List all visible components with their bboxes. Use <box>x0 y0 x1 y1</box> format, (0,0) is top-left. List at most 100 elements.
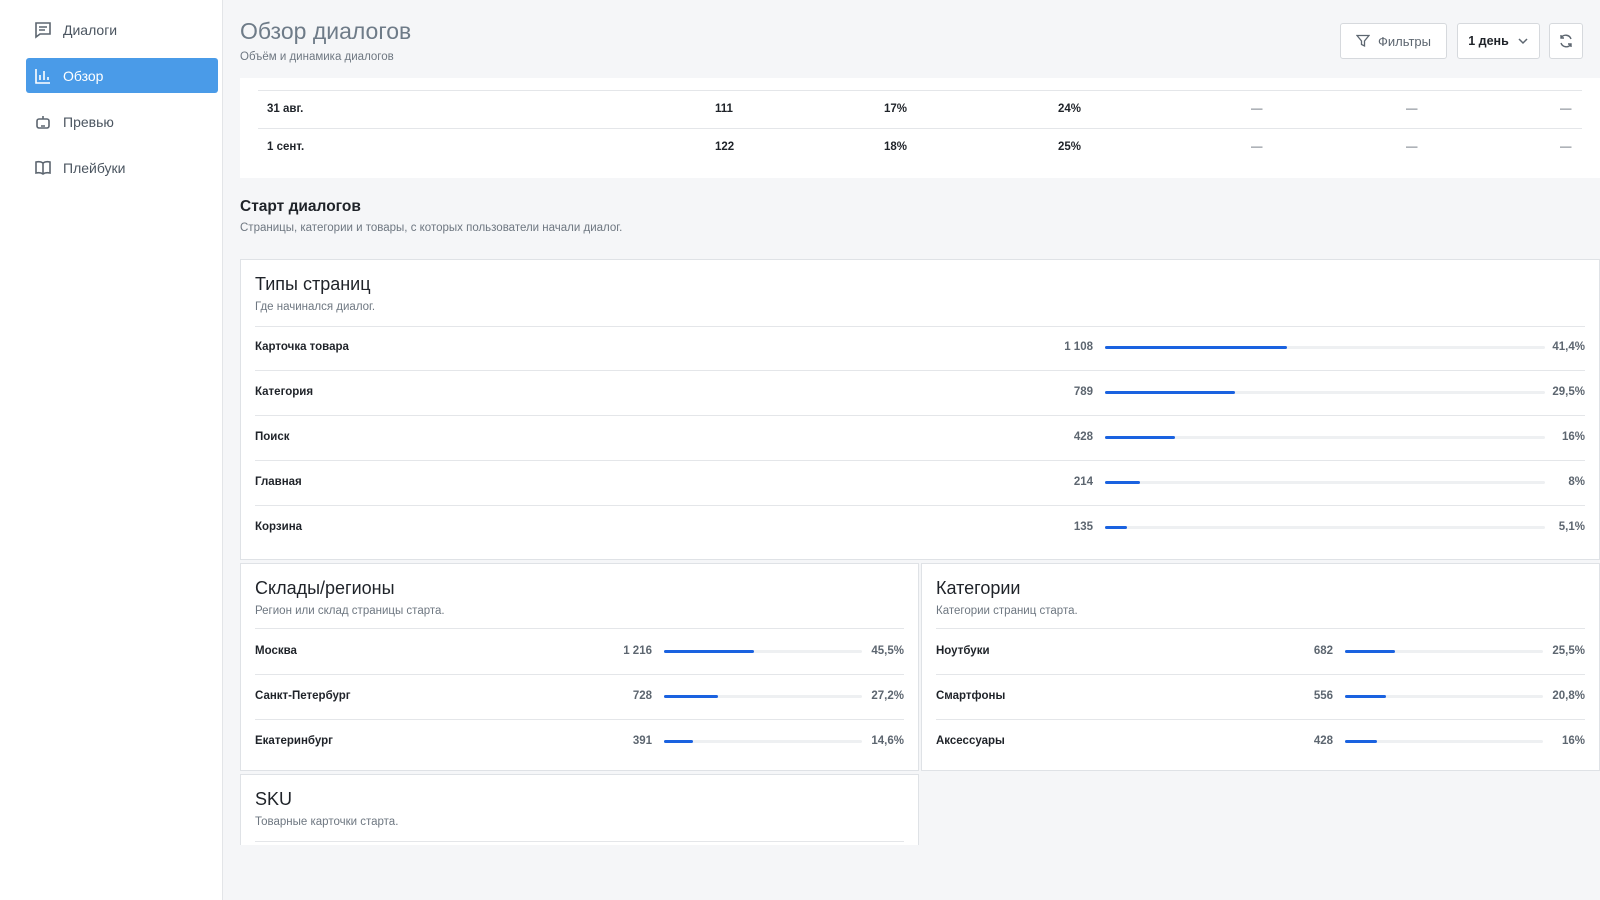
table-cell: 31 авг. <box>267 103 304 115</box>
card-subtitle: Категории страниц старта. <box>936 605 1078 617</box>
progress-fill <box>1105 436 1175 439</box>
sidebar-item-overview[interactable]: Обзор <box>26 58 218 93</box>
list-item: Екатеринбург 391 14,6% <box>255 720 904 765</box>
list-item: Корзина 135 5,1% <box>255 506 1585 551</box>
sidebar-item-dialogs[interactable]: Диалоги <box>26 12 218 47</box>
section-subtitle: Страницы, категории и товары, с которых … <box>240 222 623 234</box>
list-item: Поиск 428 16% <box>255 416 1585 461</box>
page-title: Обзор диалогов <box>240 18 412 44</box>
progress-fill <box>1105 481 1140 484</box>
page-types-card: Типы страниц Где начинался диалог. Карто… <box>240 259 1600 560</box>
progress-fill <box>664 740 693 743</box>
table-cell: 25% <box>1058 141 1082 153</box>
item-percent: 16% <box>1561 735 1585 747</box>
table-cell: 111 <box>715 103 733 115</box>
item-percent: 20,8% <box>1552 690 1585 702</box>
item-percent: 29,5% <box>1552 386 1585 398</box>
item-count: 556 <box>1313 690 1333 702</box>
table-row: 1 сент. 122 18% 25% — — — <box>258 128 1582 166</box>
card-subtitle: Регион или склад страницы старта. <box>255 605 445 617</box>
divider <box>936 628 1585 629</box>
table-cell: — <box>1251 103 1263 115</box>
filters-button-label: Фильтры <box>1377 33 1431 49</box>
item-percent: 25,5% <box>1552 645 1585 657</box>
table-cell: 24% <box>1058 103 1082 115</box>
table-cell: — <box>1251 141 1263 153</box>
item-percent: 16% <box>1561 431 1585 443</box>
table-cell: 18% <box>884 141 908 153</box>
item-count: 135 <box>1073 521 1093 533</box>
progress-track <box>1105 526 1545 529</box>
item-count: 789 <box>1073 386 1093 398</box>
list-item: Категория 789 29,5% <box>255 371 1585 416</box>
refresh-icon <box>1560 34 1572 48</box>
item-count: 428 <box>1313 735 1333 747</box>
list-item: Карточка товара 1 108 41,4% <box>255 326 1585 371</box>
divider <box>255 841 904 842</box>
item-count: 428 <box>1073 431 1093 443</box>
sidebar: Диалоги Обзор Превью Плейбуки <box>0 0 223 900</box>
item-label: Аксессуары <box>936 735 1005 747</box>
item-count: 391 <box>632 735 652 747</box>
progress-track <box>664 695 862 698</box>
item-label: Москва <box>255 645 297 657</box>
item-count: 728 <box>632 690 652 702</box>
card-title: SKU <box>255 789 293 809</box>
bot-icon <box>33 112 53 132</box>
table-cell: 1 сент. <box>267 141 305 153</box>
progress-track <box>664 650 862 653</box>
refresh-button[interactable] <box>1549 23 1583 59</box>
table-cell: 122 <box>715 141 735 153</box>
progress-fill <box>1105 346 1287 349</box>
table-cell: — <box>1406 141 1418 153</box>
item-label: Главная <box>255 476 302 488</box>
chevron-down-icon <box>1518 38 1528 45</box>
sidebar-item-playbooks[interactable]: Плейбуки <box>26 150 218 185</box>
period-select-value: 1 день <box>1468 34 1509 48</box>
sidebar-item-label: Обзор <box>63 67 104 84</box>
card-subtitle: Товарные карточки старта. <box>255 816 399 828</box>
list-item: Москва 1 216 45,5% <box>255 630 904 675</box>
progress-fill <box>1105 391 1235 394</box>
item-percent: 41,4% <box>1552 341 1585 353</box>
progress-fill <box>664 650 754 653</box>
table-cell: 17% <box>884 103 908 115</box>
list-item: Аксессуары 428 16% <box>936 720 1585 765</box>
page-subtitle: Объём и динамика диалогов <box>240 51 394 63</box>
divider <box>255 326 1585 327</box>
daily-table: 31 авг. 111 17% 24% — — — 1 сент. 122 18… <box>240 78 1600 178</box>
book-icon <box>33 158 53 178</box>
filters-button[interactable]: Фильтры <box>1340 23 1447 59</box>
table-cell: — <box>1406 103 1418 115</box>
sidebar-item-label: Диалоги <box>63 21 118 38</box>
item-label: Категория <box>255 386 314 398</box>
item-percent: 45,5% <box>871 645 904 657</box>
list-item: Ноутбуки 682 25,5% <box>936 630 1585 675</box>
list-item: Санкт-Петербург 728 27,2% <box>255 675 904 720</box>
item-label: Корзина <box>255 521 303 533</box>
categories-card: Категории Категории страниц старта. Ноут… <box>921 563 1600 771</box>
item-count: 682 <box>1313 645 1333 657</box>
sidebar-item-preview[interactable]: Превью <box>26 104 218 139</box>
item-percent: 8% <box>1568 476 1585 488</box>
card-title: Типы страниц <box>255 274 371 294</box>
progress-track <box>1105 436 1545 439</box>
period-select[interactable]: 1 день <box>1457 23 1540 59</box>
table-row: 31 авг. 111 17% 24% — — — <box>258 90 1582 128</box>
item-label: Смартфоны <box>936 690 1006 702</box>
card-title: Категории <box>936 578 1021 598</box>
divider <box>255 628 904 629</box>
sku-card: SKU Товарные карточки старта. <box>240 774 919 845</box>
item-count: 214 <box>1073 476 1093 488</box>
item-label: Карточка товара <box>255 341 349 353</box>
progress-fill <box>1105 526 1127 529</box>
progress-fill <box>1345 695 1386 698</box>
chat-icon <box>33 20 53 40</box>
progress-track <box>1105 481 1545 484</box>
item-percent: 5,1% <box>1558 521 1585 533</box>
progress-track <box>664 740 862 743</box>
card-title: Склады/регионы <box>255 578 395 598</box>
item-label: Санкт-Петербург <box>255 690 351 702</box>
item-count: 1 216 <box>623 645 652 657</box>
